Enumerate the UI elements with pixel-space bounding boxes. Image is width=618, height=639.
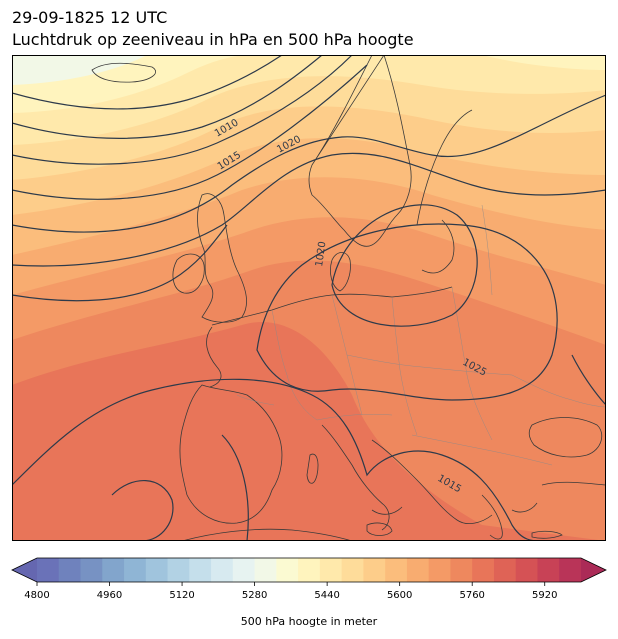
- map-datetime: 29-09-1825 12 UTC: [12, 8, 168, 27]
- colorbar-tick-label: 5760: [459, 590, 484, 601]
- isobar: [12, 55, 283, 110]
- isobars: [12, 55, 606, 541]
- colorbar-tick-label: 5280: [242, 590, 267, 601]
- colorbar-swatch: [472, 558, 495, 582]
- colorbar-tick-label: 4960: [97, 590, 122, 601]
- colorbar-swatch: [211, 558, 234, 582]
- colorbar-swatch: [254, 558, 277, 582]
- map-title: Luchtdruk op zeeniveau in hPa en 500 hPa…: [12, 30, 414, 49]
- map-frame: [12, 55, 606, 541]
- isobar: [331, 204, 478, 327]
- colorbar-swatch: [450, 558, 473, 582]
- isobar: [12, 64, 368, 200]
- colorbar-tick-label: 5600: [387, 590, 412, 601]
- height-band: [12, 55, 147, 85]
- colorbar-swatch: [37, 558, 60, 582]
- colorbar-swatch: [189, 558, 212, 582]
- colorbar-swatch: [80, 558, 103, 582]
- isobar-label: 1020: [314, 241, 328, 268]
- colorbar-swatch: [124, 558, 147, 582]
- isobar: [12, 224, 228, 302]
- colorbar: 4800 4960 5120 5280 5440 5600 5760 5920 500 hPa…: [11, 557, 607, 628]
- colorbar-swatch: [363, 558, 386, 582]
- height-band: [482, 55, 606, 70]
- colorbar-swatch: [232, 558, 256, 582]
- colorbar-swatches: [37, 558, 582, 582]
- colorbar-ticks: 4800 4960 5120 5280 5440 5600 5760 5920: [24, 582, 557, 601]
- colorbar-swatch: [58, 558, 82, 582]
- colorbar-swatch: [145, 558, 169, 582]
- pressure-map: 1010 1015 1020 1020 1025 1015: [12, 55, 606, 541]
- colorbar-tick-label: 5120: [169, 590, 194, 601]
- colorbar-swatch: [559, 558, 582, 582]
- colorbar-swatch: [167, 558, 190, 582]
- colorbar-extend-high: [581, 558, 606, 582]
- colorbar-swatch: [493, 558, 517, 582]
- colorbar-swatch: [537, 558, 560, 582]
- colorbar-swatch: [276, 558, 299, 582]
- colorbar-tick-label: 4800: [24, 590, 49, 601]
- isobar: [256, 223, 558, 401]
- isobar: [12, 378, 543, 541]
- colorbar-tick-label: 5440: [314, 590, 339, 601]
- colorbar-tick-label: 5920: [532, 590, 557, 601]
- isobar: [12, 94, 606, 233]
- colorbar-extend-low: [12, 558, 37, 582]
- isobar: [111, 480, 174, 541]
- isobar: [12, 152, 606, 267]
- colorbar-swatch: [298, 558, 321, 582]
- colorbar-label: 500 hPa hoogte in meter: [241, 615, 378, 628]
- isobar: [12, 55, 353, 165]
- isobar: [12, 55, 323, 139]
- isobar: [221, 434, 249, 541]
- colorbar-swatch: [515, 558, 538, 582]
- colorbar-swatch: [428, 558, 451, 582]
- colorbar-swatch: [102, 558, 125, 582]
- colorbar-swatch: [385, 558, 408, 582]
- colorbar-swatch: [406, 558, 430, 582]
- colorbar-swatch: [319, 558, 343, 582]
- colorbar-swatch: [341, 558, 364, 582]
